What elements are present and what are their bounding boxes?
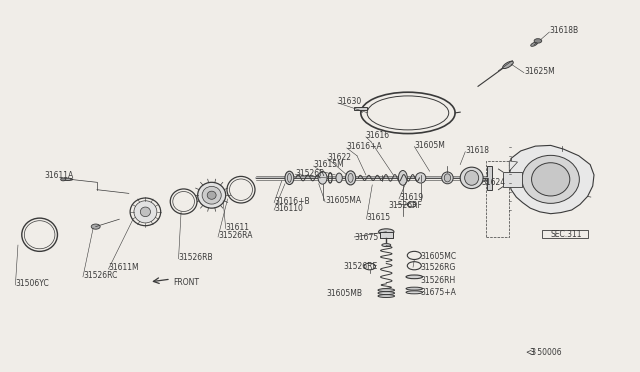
Bar bbox=[487, 166, 492, 190]
Text: 31615: 31615 bbox=[367, 213, 390, 222]
Ellipse shape bbox=[415, 173, 426, 183]
Text: <3: <3 bbox=[525, 349, 536, 357]
Ellipse shape bbox=[382, 244, 391, 247]
Text: 316110: 316110 bbox=[274, 204, 303, 214]
Ellipse shape bbox=[531, 42, 538, 46]
Bar bbox=[354, 107, 367, 110]
Ellipse shape bbox=[378, 292, 394, 295]
Text: 31526RB: 31526RB bbox=[179, 253, 213, 262]
Text: 31616: 31616 bbox=[366, 131, 390, 140]
Text: 31526RF: 31526RF bbox=[389, 201, 422, 210]
Ellipse shape bbox=[318, 171, 327, 184]
Ellipse shape bbox=[285, 171, 294, 185]
Circle shape bbox=[92, 224, 100, 229]
Text: 31675+A: 31675+A bbox=[420, 288, 456, 297]
Ellipse shape bbox=[198, 182, 226, 208]
Polygon shape bbox=[509, 161, 518, 171]
Ellipse shape bbox=[361, 92, 455, 134]
Ellipse shape bbox=[170, 189, 197, 214]
Text: 31622: 31622 bbox=[328, 153, 351, 162]
Circle shape bbox=[534, 39, 541, 43]
Text: 31611: 31611 bbox=[226, 223, 250, 232]
Ellipse shape bbox=[287, 173, 291, 182]
Ellipse shape bbox=[465, 170, 479, 185]
Ellipse shape bbox=[406, 275, 422, 279]
Text: 31605MA: 31605MA bbox=[325, 196, 361, 205]
Text: 31630: 31630 bbox=[338, 97, 362, 106]
Ellipse shape bbox=[378, 295, 394, 298]
Ellipse shape bbox=[207, 191, 216, 199]
Text: SEC.311: SEC.311 bbox=[550, 230, 582, 239]
Text: 31618: 31618 bbox=[465, 146, 490, 155]
Ellipse shape bbox=[202, 186, 221, 204]
Text: 31625M: 31625M bbox=[524, 67, 555, 76]
Text: 31615M: 31615M bbox=[314, 160, 344, 170]
Ellipse shape bbox=[348, 173, 353, 182]
Text: 31526RC: 31526RC bbox=[83, 271, 117, 280]
Ellipse shape bbox=[379, 229, 394, 235]
Text: 31605M: 31605M bbox=[414, 141, 445, 150]
Text: 3 50006: 3 50006 bbox=[531, 349, 562, 357]
Text: 31526R: 31526R bbox=[295, 169, 324, 177]
Ellipse shape bbox=[442, 172, 453, 184]
Bar bbox=[503, 172, 522, 187]
Text: 31611A: 31611A bbox=[45, 171, 74, 180]
Ellipse shape bbox=[378, 289, 394, 292]
Text: FRONT: FRONT bbox=[173, 278, 200, 287]
Ellipse shape bbox=[63, 178, 73, 180]
Ellipse shape bbox=[130, 198, 161, 226]
Text: 31619: 31619 bbox=[399, 193, 423, 202]
Ellipse shape bbox=[398, 170, 407, 185]
Bar bbox=[541, 230, 588, 238]
Ellipse shape bbox=[134, 201, 157, 223]
Text: 31616+B: 31616+B bbox=[274, 197, 310, 206]
Ellipse shape bbox=[346, 171, 356, 185]
Text: 31506YC: 31506YC bbox=[15, 279, 49, 288]
Text: 31526RA: 31526RA bbox=[218, 231, 253, 240]
Text: 31526RE: 31526RE bbox=[343, 262, 377, 271]
Ellipse shape bbox=[367, 96, 449, 130]
Text: 31605MB: 31605MB bbox=[326, 289, 362, 298]
Ellipse shape bbox=[532, 163, 570, 196]
Bar bbox=[380, 232, 393, 238]
Ellipse shape bbox=[522, 155, 579, 203]
Text: 31526RH: 31526RH bbox=[420, 276, 456, 285]
Text: 31611M: 31611M bbox=[108, 263, 139, 272]
Text: 31675: 31675 bbox=[355, 233, 379, 242]
Ellipse shape bbox=[406, 291, 422, 294]
Ellipse shape bbox=[460, 167, 483, 189]
Ellipse shape bbox=[336, 173, 342, 183]
Ellipse shape bbox=[502, 61, 513, 68]
Circle shape bbox=[61, 178, 66, 181]
Polygon shape bbox=[509, 145, 594, 214]
Ellipse shape bbox=[406, 287, 422, 290]
Text: 31526RG: 31526RG bbox=[420, 263, 456, 272]
Ellipse shape bbox=[444, 174, 451, 182]
Text: 31618B: 31618B bbox=[549, 26, 579, 35]
Ellipse shape bbox=[227, 176, 255, 203]
Text: 31616+A: 31616+A bbox=[347, 142, 383, 151]
Ellipse shape bbox=[140, 207, 150, 217]
Text: 31605MC: 31605MC bbox=[420, 252, 457, 262]
Text: 31624: 31624 bbox=[482, 178, 506, 187]
